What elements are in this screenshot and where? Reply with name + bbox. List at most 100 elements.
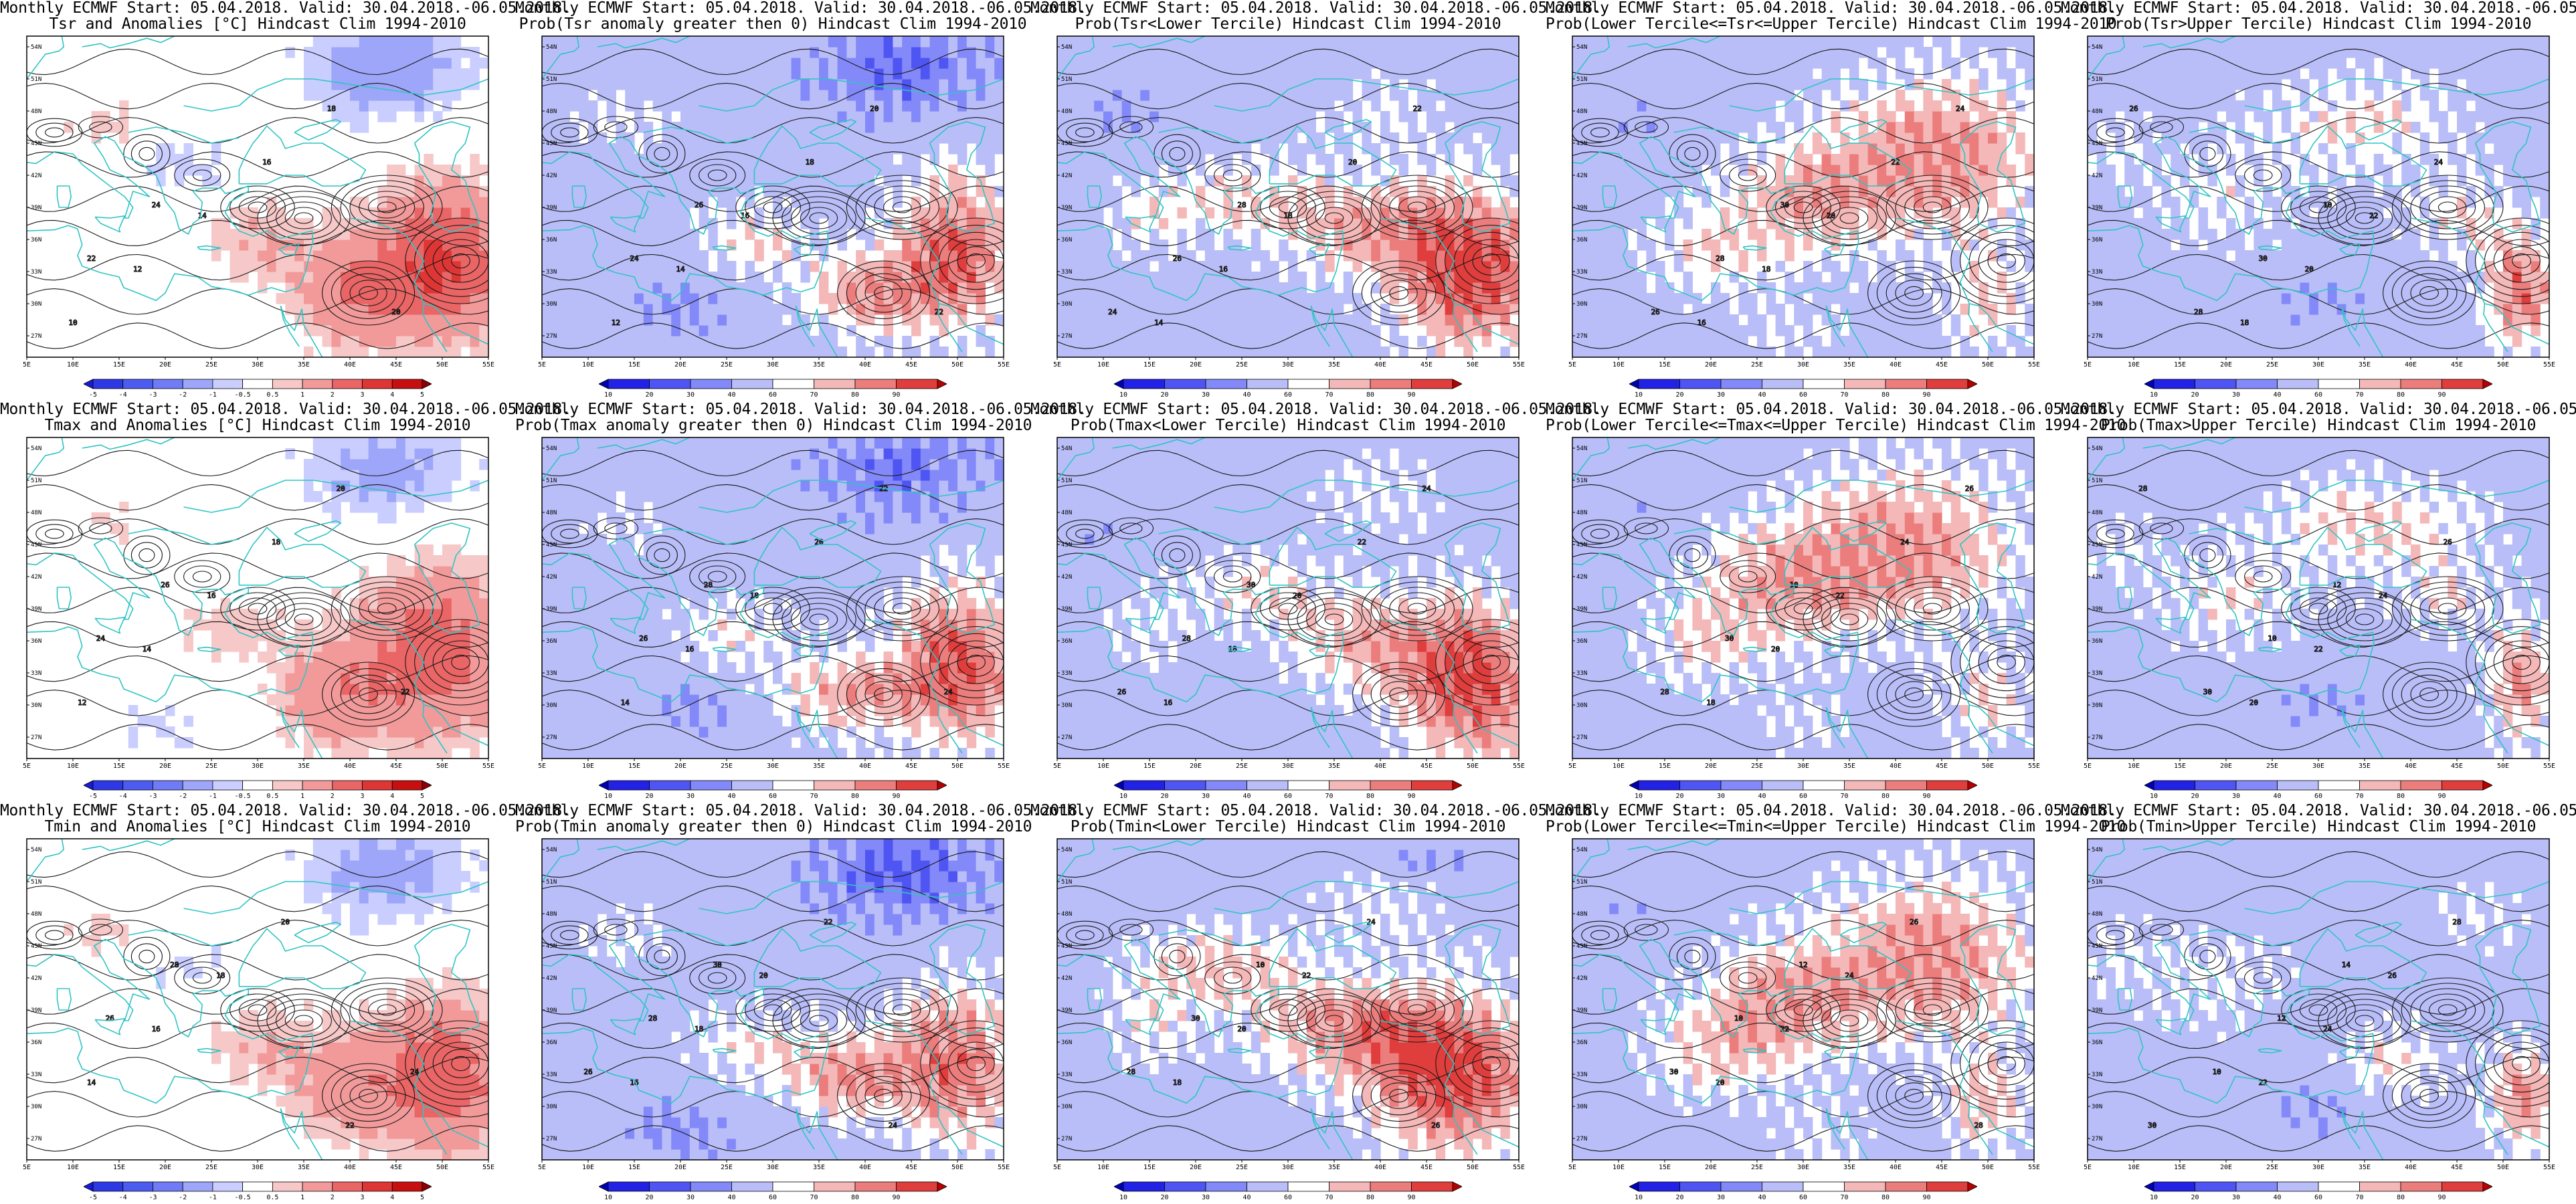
- temperature-contours: 12 14 16 18 20 22 24 26: [27, 449, 488, 750]
- lat-tick-label: 36N: [2092, 237, 2102, 243]
- colorbar-label: 90: [1407, 391, 1415, 399]
- contour-label: 28: [1237, 201, 1246, 209]
- forecast-map: 16 18 20 22 24 26 28 30 5E 10E 15E 20E 25E 30E 35E 40E 4…: [1568, 35, 2040, 369]
- forecast-map: 12 14 16 18 20 22 24 26 5E 10E 15E 20E 25E 30E 35E 40E 4…: [23, 437, 494, 770]
- colorbar-swatch: [182, 1181, 213, 1192]
- lon-tick-label: 10E: [67, 361, 79, 369]
- colorbar-swatch: [2400, 1181, 2442, 1192]
- contour-label: 10: [1256, 961, 1265, 969]
- lon-tick-label: 35E: [298, 763, 310, 770]
- colorbar-label: 90: [1922, 391, 1930, 399]
- lon-tick-label: 20E: [1705, 763, 1717, 770]
- colorbar-label: 20: [645, 793, 653, 800]
- lat-tick-label: 33N: [546, 269, 557, 276]
- map-panel: Monthly ECMWF Start: 05.04.2018. Valid: …: [0, 401, 571, 803]
- contour-label: 26: [161, 581, 169, 589]
- lat-tick-label: 54N: [1576, 44, 1587, 51]
- lon-tick-label: 55E: [482, 361, 494, 369]
- colorbar-swatch: [242, 1181, 273, 1192]
- lat-tick-label: 42N: [1576, 173, 1587, 179]
- contour-label: 10: [2213, 1068, 2221, 1076]
- colorbar: -5 -4 -3 -2 -1 -0.5 0.5 1 2 3 4 5: [84, 379, 432, 399]
- lon-tick-label: 20E: [1190, 361, 1202, 369]
- colorbar-label: 70: [1325, 1194, 1333, 1201]
- contour-label: 24: [1956, 104, 1965, 113]
- colorbar-label: 30: [2232, 1194, 2240, 1201]
- contour-label: 24: [1108, 308, 1117, 316]
- contour-label: 30: [1191, 1014, 1200, 1023]
- contour-label: 30: [1780, 201, 1789, 209]
- colorbar-swatch: [272, 780, 303, 791]
- colorbar-swatch: [2277, 379, 2319, 389]
- contour-label: 20: [1293, 591, 1301, 600]
- colorbar-swatch: [896, 1181, 938, 1192]
- lon-tick-label: 40E: [1890, 763, 1902, 770]
- lat-tick-label: 36N: [2092, 638, 2102, 645]
- colorbar-label: 70: [810, 391, 818, 399]
- lat-tick-label: 30N: [1576, 702, 1587, 709]
- lon-tick-label: 35E: [813, 763, 825, 770]
- lat-tick-label: 45N: [1061, 542, 1072, 548]
- lat-tick-label: 48N: [31, 911, 41, 918]
- colorbar-label: 20: [1675, 391, 1683, 399]
- colorbar-label: 30: [686, 793, 695, 800]
- colorbar-label: 1: [300, 1194, 304, 1201]
- colorbar-swatch: [362, 379, 393, 389]
- lon-tick-label: 25E: [1751, 763, 1763, 770]
- colorbar-swatch: [2359, 379, 2401, 389]
- colorbar-swatch: [362, 1181, 393, 1192]
- colorbar-swatch: [1114, 780, 1124, 791]
- contour-label: 26: [1173, 254, 1182, 263]
- panel-title-line1: Monthly ECMWF Start: 05.04.2018. Valid: …: [1030, 802, 1602, 819]
- colorbar: 10 20 30 40 60 70 80 90: [599, 379, 947, 399]
- lon-tick-label: 30E: [1282, 1164, 1294, 1171]
- contour-label: 22: [1413, 104, 1422, 113]
- lon-tick-label: 55E: [2028, 763, 2040, 770]
- colorbar-swatch: [2144, 379, 2154, 389]
- lon-tick-label: 20E: [159, 1164, 171, 1171]
- colorbar-label: 0.5: [266, 793, 278, 800]
- lat-tick-label: 39N: [546, 606, 557, 613]
- colorbar-swatch: [1885, 1181, 1927, 1192]
- lat-tick-label: 27N: [546, 333, 557, 340]
- colorbar-label: 40: [1758, 1194, 1766, 1201]
- contour-label: 20: [337, 484, 345, 493]
- lat-tick-label: 48N: [546, 911, 557, 918]
- colorbar-label: 10: [1635, 391, 1643, 399]
- colorbar-swatch: [242, 780, 273, 791]
- contour-label: 24: [1422, 484, 1431, 493]
- lat-tick-label: 33N: [1576, 670, 1587, 677]
- colorbar-label: 40: [727, 793, 735, 800]
- lon-tick-label: 10E: [2128, 1164, 2140, 1171]
- contour-label: 20: [1348, 158, 1357, 167]
- lon-tick-label: 20E: [1190, 763, 1202, 770]
- lat-tick-label: 27N: [546, 734, 557, 741]
- panel-title-line1: Monthly ECMWF Start: 05.04.2018. Valid: …: [1546, 401, 2117, 418]
- lat-tick-label: 30N: [1061, 301, 1072, 308]
- lat-tick-label: 30N: [546, 301, 557, 308]
- colorbar-label: 30: [2232, 793, 2240, 800]
- lon-tick-label: 40E: [1890, 1164, 1902, 1171]
- panel-title-line1: Monthly ECMWF Start: 05.04.2018. Valid: …: [2061, 0, 2576, 17]
- contour-label: 30: [2259, 254, 2268, 263]
- colorbar-swatch: [649, 780, 691, 791]
- colorbar-label: 40: [2273, 391, 2281, 399]
- colorbar-swatch: [1762, 379, 1804, 389]
- lat-tick-label: 30N: [2092, 1104, 2102, 1110]
- colorbar-label: 30: [686, 1194, 695, 1201]
- colorbar-swatch: [608, 1181, 650, 1192]
- forecast-map: 18 20 22 24 26 28 30 10 5E 10E 15E 20E 25E 30E 35E 40E 4…: [2084, 35, 2555, 369]
- lon-tick-label: 10E: [582, 763, 594, 770]
- lon-tick-label: 50E: [1467, 763, 1479, 770]
- colorbar-swatch: [1926, 780, 1968, 791]
- lat-tick-label: 33N: [1576, 269, 1587, 276]
- contour-label: 20: [1827, 211, 1835, 220]
- lat-tick-label: 30N: [1576, 1104, 1587, 1110]
- colorbar-label: 60: [1284, 1194, 1292, 1201]
- contour-label: 26: [639, 634, 648, 643]
- lat-tick-label: 39N: [31, 205, 41, 211]
- colorbar-label: 2: [331, 793, 335, 800]
- lon-tick-label: 30E: [252, 361, 264, 369]
- map-panel: Monthly ECMWF Start: 05.04.2018. Valid: …: [515, 401, 1087, 803]
- colorbar-label: -4: [119, 793, 127, 800]
